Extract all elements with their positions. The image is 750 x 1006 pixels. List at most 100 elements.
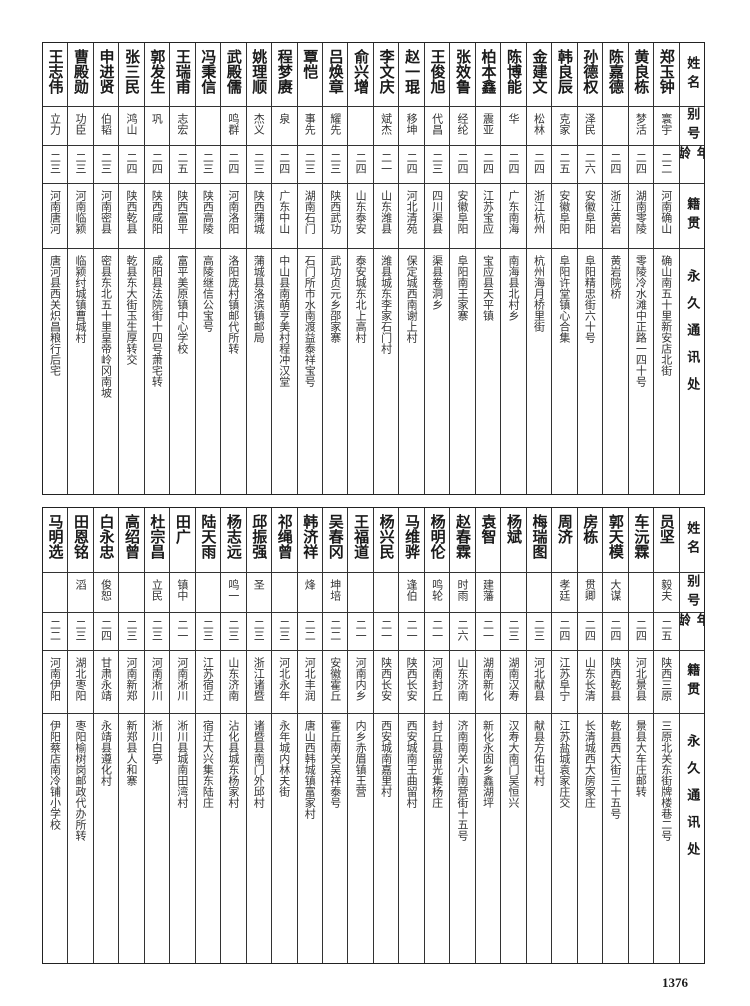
- cell-name: 杨斌: [501, 508, 526, 573]
- cell-age: 二四: [221, 146, 246, 184]
- name-text: 马明选: [46, 514, 65, 559]
- alias-text: 泽民: [583, 113, 597, 135]
- cell-origin: 河北丰润: [297, 651, 322, 714]
- table-row: 高绍曾 二三 河南新郑 新郑县人和寨: [118, 508, 144, 963]
- table-row: 房栋 贯卿 二四 山东长清 长清城西大房家庄: [576, 508, 603, 963]
- cell-name: 王志伟: [42, 43, 68, 107]
- address-text: 西安城南嘉里村: [379, 720, 393, 797]
- cell-origin: 安徽阜阳: [577, 184, 603, 249]
- cell-origin: 陕西乾县: [603, 651, 628, 714]
- table-row: 张效鲁 经纶 二四 安徽阜阳 阜阳南王家寨: [449, 43, 475, 494]
- cell-name: 马维骅: [399, 508, 424, 573]
- cell-alias: 震亚: [475, 107, 501, 146]
- cell-alias: 泉: [272, 107, 297, 146]
- age-text: 二一: [379, 619, 393, 641]
- origin-text: 陕西乾县: [124, 190, 138, 234]
- cell-alias: [526, 573, 552, 613]
- table-row: 周济 孝廷 二四 江苏阜宁 江苏盐城袁家庄交: [551, 508, 577, 963]
- alias-text: 代昌: [430, 113, 444, 135]
- cell-age: 二三: [68, 146, 93, 184]
- table-row: 赵一琨 移坤 二四 河北清苑 保定城西南谢上村: [398, 43, 424, 494]
- alias-text: 伯韬: [99, 113, 113, 135]
- age-text: 二四: [506, 152, 520, 174]
- cell-name: 房栋: [577, 508, 603, 573]
- origin-text: 河南封丘: [430, 657, 444, 701]
- cell-alias: [603, 107, 628, 146]
- address-text: 淅川县城南田湾村: [175, 720, 189, 808]
- cell-age: 二一: [399, 613, 424, 651]
- name-text: 郭发生: [148, 49, 167, 94]
- cell-address: 宝应县天平镇: [476, 249, 500, 494]
- table-row: 郭天模 大谋 二四 陕西乾县 乾县西大街三十五号: [602, 508, 628, 963]
- cell-address: 武功贞元乡邵家寨: [323, 249, 347, 494]
- address-text: 零陵冷水滩中正路一四十号: [634, 255, 648, 387]
- cell-origin: 河南封丘: [424, 651, 450, 714]
- origin-text: 河北永年: [277, 657, 291, 701]
- table-row: 孙德权 泽民 二六 安徽阜阳 阜阳精忠街六十号: [576, 43, 603, 494]
- age-text: 二四: [226, 152, 240, 174]
- header-label-origin: 籍贯: [684, 663, 700, 701]
- header-cell-address: 永久通讯处: [680, 714, 704, 963]
- cell-address: 枣阳榆树岗邮政代办所转: [68, 714, 92, 963]
- cell-address: 泰安城东北上高村: [348, 249, 372, 494]
- address-text: 宿迁大兴集东陆庄: [201, 720, 215, 808]
- cell-age: 二五: [654, 613, 679, 651]
- age-text: 二三: [124, 619, 138, 641]
- cell-age: 二一: [424, 613, 450, 651]
- age-text: 二四: [405, 152, 419, 174]
- cell-alias: 大谋: [603, 573, 628, 613]
- name-text: 王福道: [352, 514, 371, 559]
- cell-address: 永年城内林夫街: [272, 714, 296, 963]
- cell-alias: 贯卿: [577, 573, 603, 613]
- origin-text: 广东中山: [277, 190, 291, 234]
- alias-text: 经纶: [456, 113, 470, 135]
- cell-age: 二一: [373, 613, 399, 651]
- alias-text: 孝廷: [557, 579, 571, 601]
- cell-age: 二四: [144, 146, 170, 184]
- cell-address: 江苏盐城袁家庄交: [552, 714, 576, 963]
- alias-text: 克家: [557, 113, 571, 135]
- cell-origin: 河北永年: [272, 651, 297, 714]
- age-text: 二四: [532, 152, 546, 174]
- origin-text: 河南伊阳: [48, 657, 62, 701]
- name-text: 陈嘉德: [606, 49, 625, 94]
- alias-text: 杰义: [252, 113, 266, 135]
- table-row: 白永忠 俊恕 二四 甘肃永靖 永靖县遵化村: [92, 508, 119, 963]
- cell-origin: 河北景县: [628, 651, 654, 714]
- origin-text: 陕西长安: [405, 657, 419, 701]
- table-row: 王福道 二一 河南内乡 内乡赤眉镇王营: [347, 508, 373, 963]
- address-text: 乾县西大街三十五号: [608, 720, 622, 819]
- age-text: 二三: [99, 152, 113, 174]
- cell-origin: 河南伊阳: [42, 651, 68, 714]
- cell-address: 临颍纣城镇曹城村: [68, 249, 92, 494]
- cell-address: 高陵继信公宝号: [196, 249, 220, 494]
- cell-age: 二三: [195, 146, 221, 184]
- cell-age: 二四: [450, 146, 475, 184]
- cell-origin: 山东济南: [221, 651, 246, 714]
- table-row: 俞兴增 二四 山东泰安 泰安城东北上高村: [347, 43, 373, 494]
- alias-text: 立力: [48, 113, 62, 135]
- address-text: 沾化县城东杨家村: [226, 720, 240, 808]
- header-label-address: 永久通讯处: [684, 734, 700, 869]
- cell-alias: 松林: [526, 107, 552, 146]
- alias-text: 功臣: [74, 113, 88, 135]
- alias-text: 立民: [150, 579, 164, 601]
- age-text: 二四: [634, 619, 648, 641]
- cell-origin: 湖南汉寿: [501, 651, 526, 714]
- name-text: 赵春霖: [454, 514, 473, 559]
- cell-age: 二四: [119, 146, 144, 184]
- address-text: 景县大车庄邮转: [634, 720, 648, 797]
- cell-name: 高绍曾: [119, 508, 144, 573]
- origin-text: 陕西蒲城: [252, 190, 266, 234]
- cell-age: 二三: [501, 613, 526, 651]
- name-text: 祁绳曾: [275, 514, 294, 559]
- header-cell-origin: 籍贯: [679, 184, 704, 249]
- age-text: 二六: [456, 619, 470, 641]
- origin-text: 陕西长安: [379, 657, 393, 701]
- table-row: 赵春霖 时雨 二六 山东济南 济南南关小南营街十五号: [449, 508, 475, 963]
- name-text: 王志伟: [46, 49, 65, 94]
- name-text: 白永忠: [97, 514, 116, 559]
- cell-origin: 河南淅川: [144, 651, 170, 714]
- header-cell-age: 年龄: [679, 613, 704, 651]
- origin-text: 安徽阜阳: [583, 190, 597, 234]
